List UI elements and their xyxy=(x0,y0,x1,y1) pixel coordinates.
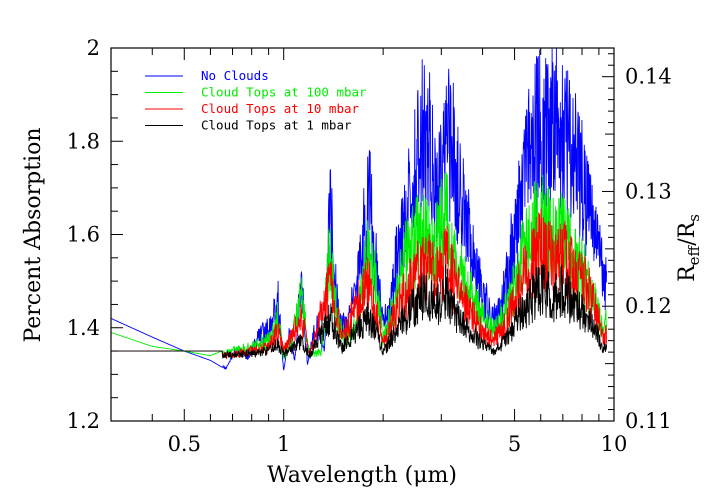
x-tick-label: 5 xyxy=(508,432,521,456)
y2-title-slash: /R xyxy=(675,220,700,245)
x-tick-label: 1 xyxy=(277,432,290,456)
series-line-3 xyxy=(111,263,608,360)
y2-tick-label: 0.14 xyxy=(625,65,672,89)
y2-axis-title: Reff/Rs xyxy=(675,214,703,282)
y2-tick-label: 0.12 xyxy=(625,294,672,318)
y-axis-title: Percent Absorption xyxy=(21,127,46,342)
y2-tick-label: 0.11 xyxy=(625,409,672,433)
y-tick-label: 1.4 xyxy=(67,316,100,340)
y2-title-sub2: s xyxy=(685,214,703,222)
legend-label: Cloud Tops at 1 mbar xyxy=(201,118,352,133)
legend-label: Cloud Tops at 100 mbar xyxy=(201,85,367,100)
x-axis-title: Wavelength (μm) xyxy=(267,463,457,488)
y2-title-main: R xyxy=(675,264,700,282)
y2-title-sub1: eff xyxy=(685,244,703,265)
x-tick-label: 0.5 xyxy=(168,432,201,456)
y-tick-label: 1.6 xyxy=(67,223,100,247)
y2-tick-label: 0.13 xyxy=(625,179,672,203)
ticks-layer: 0.5 1 5 10 1.2 1.4 1.6 1.8 2 0.11 0.12 0.13 0.14 xyxy=(67,36,672,456)
series-layer xyxy=(111,48,608,371)
legend-label: Cloud Tops at 10 mbar xyxy=(201,101,360,116)
y-tick-label: 1.2 xyxy=(67,409,100,433)
y-tick-label: 2 xyxy=(87,36,100,60)
legend-label: No Clouds xyxy=(201,68,269,83)
x-tick-label: 10 xyxy=(601,432,628,456)
y-tick-label: 1.8 xyxy=(67,129,100,153)
